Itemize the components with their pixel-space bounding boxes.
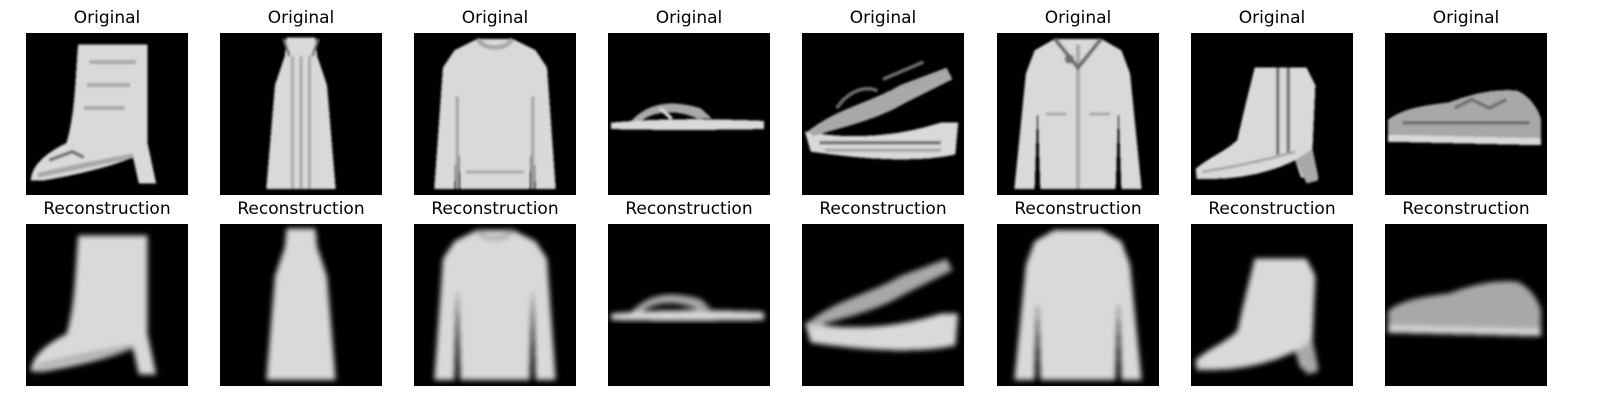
panel-original-8: Original	[1385, 4, 1547, 195]
heeled-boot-image	[1191, 224, 1353, 386]
pullover-image	[414, 33, 576, 195]
panel-title: Original	[1432, 8, 1500, 28]
panel-reconstruction-8: Reconstruction	[1385, 195, 1547, 386]
panel-title: Reconstruction	[1208, 199, 1336, 219]
heeled-boot-image	[1191, 33, 1353, 195]
panel-original-3: Original	[414, 4, 576, 195]
panel-title: Original	[1044, 8, 1112, 28]
panel-title: Original	[1238, 8, 1306, 28]
panel-reconstruction-2: Reconstruction	[220, 195, 382, 386]
panel-title: Reconstruction	[431, 199, 559, 219]
coat-image	[997, 33, 1159, 195]
panel-original-4: Original	[608, 4, 770, 195]
ankle-boot-image	[26, 224, 188, 386]
panel-reconstruction-5: Reconstruction	[802, 195, 964, 386]
panel-title: Original	[461, 8, 529, 28]
panel-title: Original	[73, 8, 141, 28]
coat-image	[997, 224, 1159, 386]
panel-title: Reconstruction	[43, 199, 171, 219]
panel-original-7: Original	[1191, 4, 1353, 195]
panel-title: Reconstruction	[1402, 199, 1530, 219]
panel-original-6: Original	[997, 4, 1159, 195]
panel-title: Reconstruction	[625, 199, 753, 219]
dress-image	[220, 33, 382, 195]
panel-original-2: Original	[220, 4, 382, 195]
panel-title: Reconstruction	[819, 199, 947, 219]
panel-reconstruction-4: Reconstruction	[608, 195, 770, 386]
sneaker-image	[1385, 33, 1547, 195]
wedge-sandal-image	[802, 33, 964, 195]
panel-reconstruction-7: Reconstruction	[1191, 195, 1353, 386]
panel-title: Reconstruction	[1014, 199, 1142, 219]
panel-reconstruction-3: Reconstruction	[414, 195, 576, 386]
panel-title: Original	[267, 8, 335, 28]
panel-reconstruction-6: Reconstruction	[997, 195, 1159, 386]
wedge-sandal-image	[802, 224, 964, 386]
panel-title: Original	[655, 8, 723, 28]
panel-title: Reconstruction	[237, 199, 365, 219]
panel-reconstruction-1: Reconstruction	[26, 195, 188, 386]
panel-original-5: Original	[802, 4, 964, 195]
pullover-image	[414, 224, 576, 386]
sandal-image	[608, 224, 770, 386]
panel-original-1: Original	[26, 4, 188, 195]
panel-title: Original	[849, 8, 917, 28]
dress-image	[220, 224, 382, 386]
ankle-boot-image	[26, 33, 188, 195]
sandal-image	[608, 33, 770, 195]
sneaker-image	[1385, 224, 1547, 386]
